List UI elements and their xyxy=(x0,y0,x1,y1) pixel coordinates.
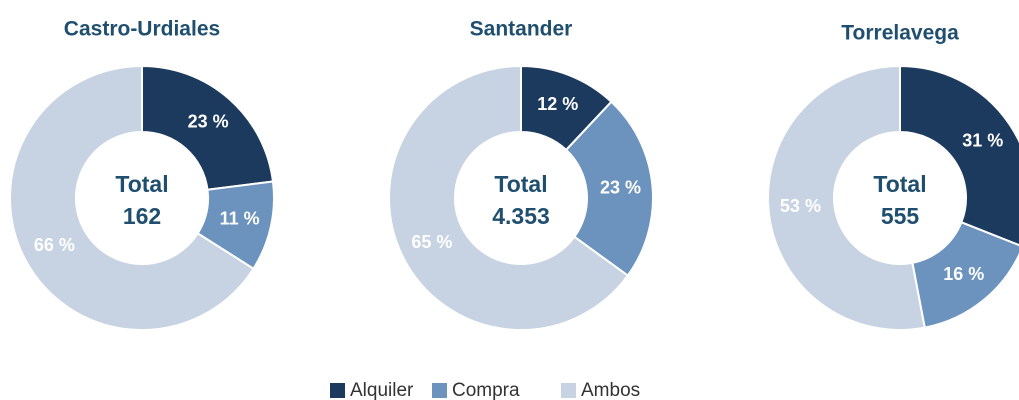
data-label: 23 % xyxy=(188,112,229,132)
center-label: 162 xyxy=(123,203,161,229)
data-label: 23 % xyxy=(600,177,641,197)
data-label: 16 % xyxy=(943,264,984,284)
chart-title: Santander xyxy=(470,18,573,41)
legend-label: Compra xyxy=(452,380,520,400)
legend-swatch xyxy=(561,383,576,398)
legend-label: Alquiler xyxy=(350,380,414,400)
data-label: 65 % xyxy=(411,232,452,252)
legend-swatch xyxy=(432,383,447,398)
donut-slice xyxy=(141,64,275,191)
legend-swatch xyxy=(330,383,345,398)
data-label: 53 % xyxy=(780,196,821,216)
legend-label: Ambos xyxy=(581,380,640,400)
center-label: Total xyxy=(115,171,168,197)
donut-slice xyxy=(767,64,926,331)
donut-slice xyxy=(564,100,654,277)
data-label: 12 % xyxy=(537,94,578,114)
data-label: 31 % xyxy=(962,131,1003,151)
data-label: 11 % xyxy=(220,209,260,229)
donut-slice xyxy=(9,64,255,331)
center-label: Total xyxy=(494,171,547,197)
center-label: Total xyxy=(873,171,926,197)
chart-title: Castro-Urdiales xyxy=(64,18,220,41)
chart-title: Torrelavega xyxy=(841,22,959,45)
donut-slice xyxy=(388,64,630,331)
data-label: 66 % xyxy=(34,235,75,255)
donut-slice xyxy=(899,64,1019,247)
center-label: 4.353 xyxy=(492,203,550,229)
center-label: 555 xyxy=(881,203,920,229)
